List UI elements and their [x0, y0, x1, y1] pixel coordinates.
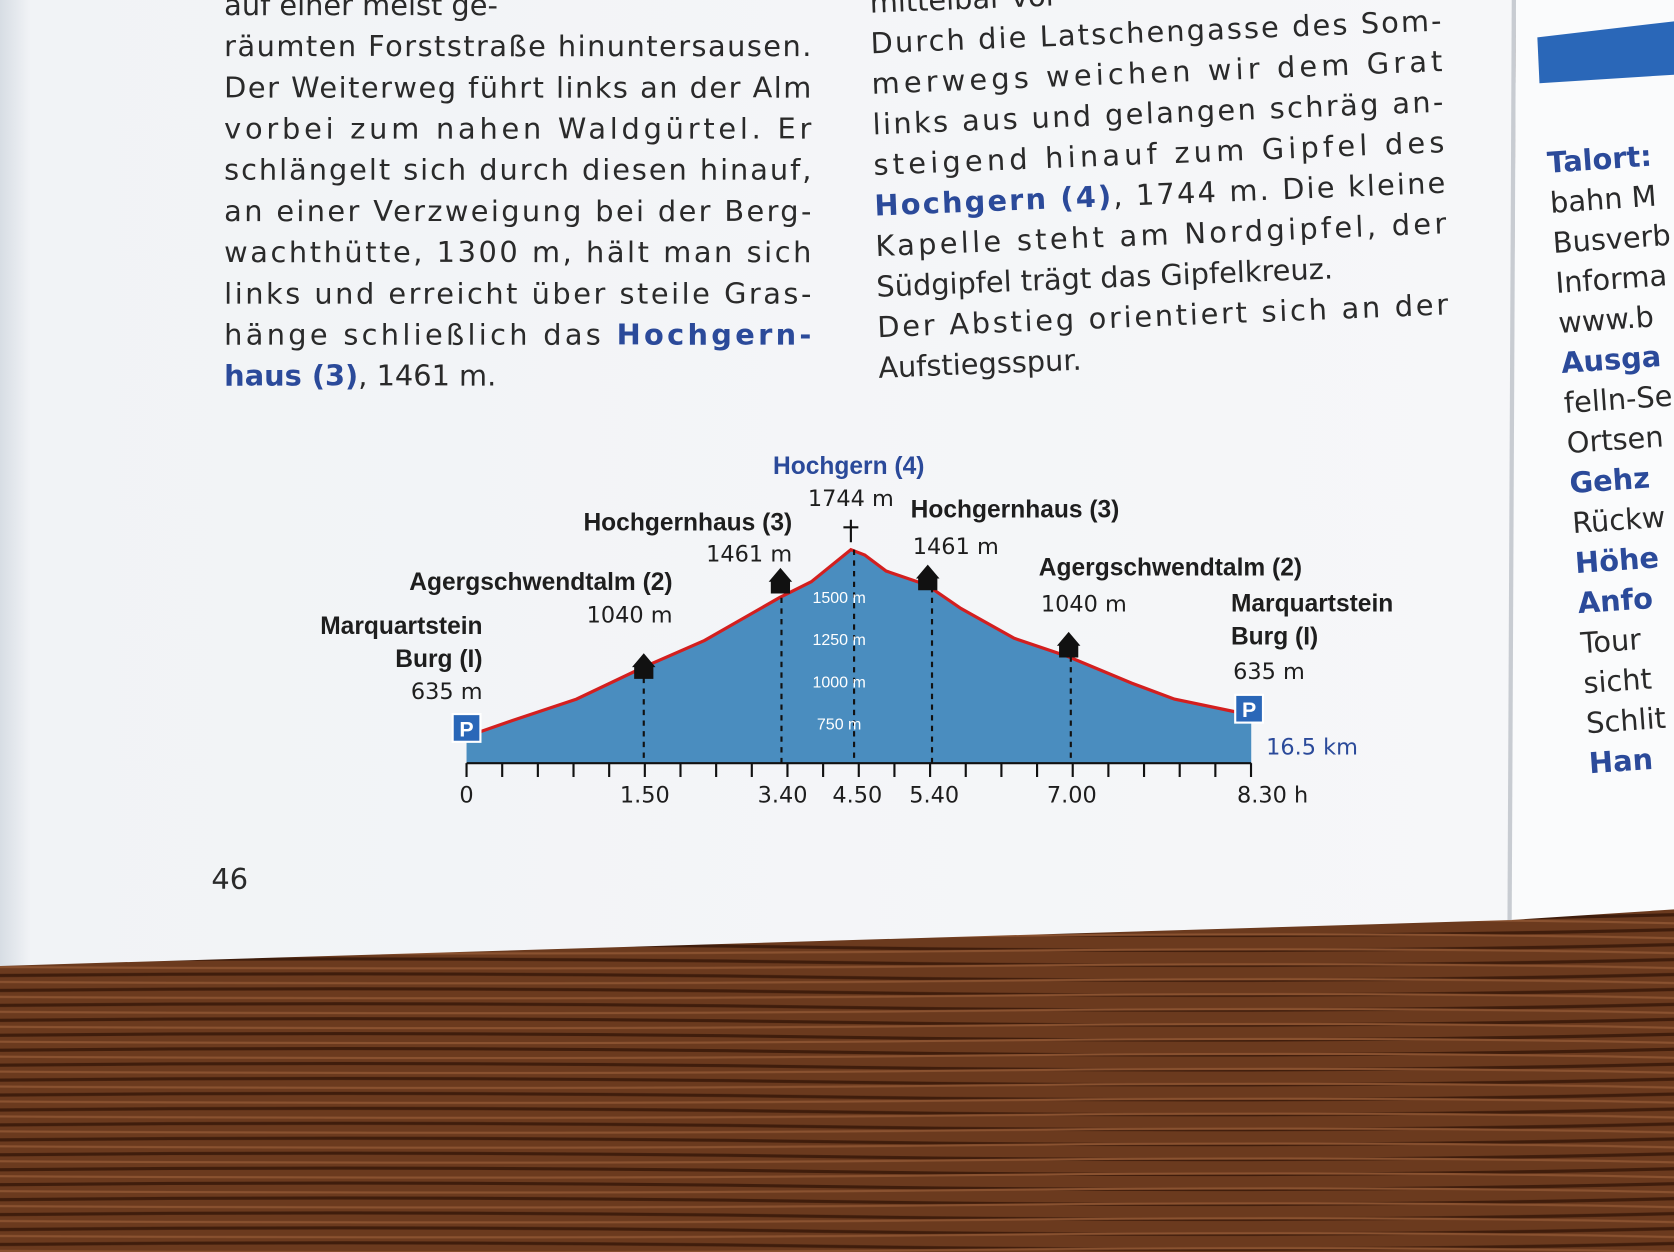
time-label: 4.50: [832, 783, 882, 809]
highlighted-text: Hochgern-: [617, 318, 812, 352]
station-altitude: 1040 m: [1041, 592, 1127, 618]
text-line: räumten Forststraße hinuntersausen.: [224, 29, 811, 63]
highlighted-text: Anfo: [1577, 581, 1654, 620]
highlighted-text: Han: [1588, 742, 1654, 780]
text-line: Tour: [1578, 622, 1642, 660]
station-name: Burg (I): [1231, 624, 1318, 651]
station-name: Burg (I): [395, 646, 482, 673]
station-name: Marquartstein: [320, 613, 482, 640]
parking: P P: [451, 693, 1265, 743]
text-segment: , 1461 m.: [358, 359, 496, 393]
text-line: an einer Verzweigung bei der Berg-: [224, 194, 811, 228]
summit-name: Hochgern (4): [773, 453, 924, 480]
station-name: Agergschwendtalm (2): [409, 569, 672, 596]
blue-bar: [1537, 21, 1674, 84]
elevation-profile: P P Hochgern (4) 1744 m Marquartstein Burg …: [320, 453, 1393, 809]
station-altitude: 1040 m: [587, 602, 673, 628]
text-line: schlängelt sich durch diesen hinauf,: [224, 153, 811, 187]
station-altitude: 1461 m: [706, 541, 792, 567]
text-segment: räumten Forststraße hinuntersausen.: [224, 29, 811, 63]
text-line: sicht: [1582, 662, 1653, 701]
text-segment: Der Weiterweg führt links an der Alm: [224, 70, 811, 104]
text-segment: Aufstiegsspur.: [878, 343, 1083, 385]
text-line: Ortsen: [1566, 419, 1665, 460]
highlighted-text: Ausga: [1560, 339, 1662, 380]
station-lines: [642, 549, 1072, 764]
text-line: Schlit: [1585, 701, 1667, 740]
highlighted-text: Höhe: [1574, 540, 1660, 580]
altitude-scale-label: 1500 m: [812, 590, 865, 607]
huts: [632, 564, 1081, 679]
text-line: auf einer meist ge-: [224, 0, 498, 22]
time-label: 5.40: [909, 783, 959, 809]
station-name: Marquartstein: [1231, 591, 1393, 618]
svg-text:P: P: [1242, 698, 1256, 722]
time-label: 3.40: [758, 783, 808, 809]
highlighted-text: haus (3): [224, 359, 358, 393]
station-altitude: 1461 m: [913, 534, 999, 560]
text-line: Busverb: [1552, 218, 1672, 260]
text-line: Aufstiegsspur.: [878, 343, 1083, 385]
altitude-scale-label: 1000 m: [812, 674, 865, 691]
station-name: Hochgernhaus (3): [911, 497, 1120, 524]
station-altitude: 635 m: [1233, 659, 1305, 685]
time-label: 8.30 h: [1237, 783, 1308, 809]
page-gutter: [1507, 0, 1516, 921]
time-label: 7.00: [1047, 783, 1097, 809]
svg-text:P: P: [459, 717, 473, 741]
text-line: Rückw: [1571, 500, 1666, 540]
summit-altitude: 1744 m: [808, 486, 894, 512]
summit-cross: [843, 519, 859, 543]
text-line: felln-Se: [1563, 379, 1674, 420]
text-segment: schlängelt sich durch diesen hinauf,: [224, 153, 811, 187]
distance-label: 16.5 km: [1266, 735, 1358, 761]
text-line: Informa: [1554, 258, 1668, 300]
highlighted-text: Gehz: [1568, 461, 1651, 501]
highlighted-text: Talort:: [1546, 139, 1653, 180]
altitude-scale-label: 750 m: [817, 717, 861, 734]
text-line: haus (3), 1461 m.: [224, 359, 496, 393]
time-label: 1.50: [620, 783, 670, 809]
profile-area: [466, 549, 1252, 764]
text-line: bahn M: [1549, 179, 1658, 220]
station-name: Agergschwendtalm (2): [1039, 554, 1302, 581]
text-line: hänge schließlich das Hochgern-: [224, 318, 811, 352]
station-name: Hochgernhaus (3): [583, 509, 792, 536]
text-line: Der Weiterweg führt links an der Alm: [224, 70, 811, 104]
text-line: vorbei zum nahen Waldgürtel. Er: [224, 112, 811, 146]
text-segment: vorbei zum nahen Waldgürtel. Er: [224, 112, 811, 146]
text-segment: an einer Verzweigung bei der Berg-: [224, 194, 811, 228]
text-segment: hänge schließlich das: [224, 318, 613, 352]
right-page: [1510, 0, 1674, 921]
time-label: 0: [459, 783, 473, 809]
axis-ticks: [465, 763, 1253, 778]
profile-line: [466, 547, 1252, 738]
altitude-scale-label: 1250 m: [812, 632, 865, 649]
page-number: 46: [211, 862, 248, 896]
station-altitude: 635 m: [411, 679, 483, 705]
text-line: www.b: [1557, 299, 1655, 340]
text-segment: auf einer meist ge-: [224, 0, 498, 22]
